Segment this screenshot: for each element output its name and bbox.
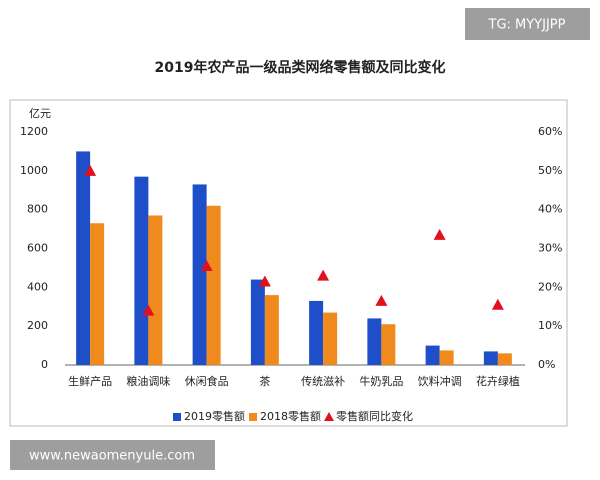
triangle-marker [375, 294, 388, 306]
y2-tick-label: 20% [538, 280, 562, 293]
y2-tick-label: 30% [538, 242, 562, 255]
bar [323, 312, 338, 365]
chart-title: 2019年农产品一级品类网络零售额及同比变化 [155, 59, 446, 76]
y2-tick-label: 10% [538, 319, 562, 332]
bar [134, 176, 149, 365]
triangle-marker [142, 304, 155, 316]
triangle-marker [491, 298, 504, 310]
watermark: TG: MYYJJPP [488, 18, 566, 33]
bar [497, 353, 512, 365]
watermark-box [10, 440, 215, 470]
bar [425, 345, 440, 365]
triangle-marker [84, 164, 97, 176]
bar [439, 350, 454, 365]
legend-marker [173, 413, 181, 421]
bar [76, 151, 91, 365]
watermark-box [465, 8, 590, 40]
bar [206, 205, 221, 365]
chart-frame [9, 99, 568, 427]
y-tick-label: 0 [41, 358, 48, 371]
x-tick-label: 牛奶乳品 [359, 374, 403, 388]
legend-marker [249, 413, 257, 421]
y-tick-label: 200 [27, 319, 48, 332]
triangle-marker [433, 228, 446, 240]
watermark: www.newaomenyule.com [29, 449, 195, 464]
bar [309, 300, 324, 365]
bar [90, 223, 105, 365]
y-unit: 亿元 [29, 107, 51, 120]
bar [192, 184, 207, 365]
bar [381, 324, 396, 365]
bar [250, 279, 265, 365]
y-tick-label: 400 [27, 280, 48, 293]
legend-label: 零售额同比变化 [336, 409, 413, 423]
y-tick-label: 600 [27, 242, 48, 255]
triangle-marker [258, 275, 271, 287]
y2-tick-label: 50% [538, 164, 562, 177]
legend-label: 2018零售额 [260, 409, 321, 423]
bar [367, 318, 382, 365]
y-tick-label: 1200 [20, 125, 48, 138]
x-tick-label: 粮油调味 [126, 374, 170, 388]
legend-label: 2019零售额 [184, 409, 245, 423]
triangle-marker [317, 269, 330, 281]
bar [148, 215, 163, 365]
x-tick-label: 茶 [259, 375, 270, 388]
x-tick-label: 花卉绿植 [476, 374, 520, 388]
x-tick-label: 生鲜产品 [68, 374, 112, 388]
x-tick-label: 传统滋补 [301, 375, 345, 388]
y2-tick-label: 0% [538, 358, 555, 371]
y2-tick-label: 60% [538, 125, 562, 138]
x-tick-label: 饮料冲调 [418, 374, 462, 388]
y-tick-label: 1000 [20, 164, 48, 177]
bar [264, 295, 279, 365]
y-tick-label: 800 [27, 203, 48, 216]
triangle-marker [200, 259, 213, 271]
x-tick-label: 休闲食品 [185, 374, 229, 388]
bar [483, 351, 498, 365]
legend-marker [324, 412, 334, 421]
y2-tick-label: 40% [538, 203, 562, 216]
